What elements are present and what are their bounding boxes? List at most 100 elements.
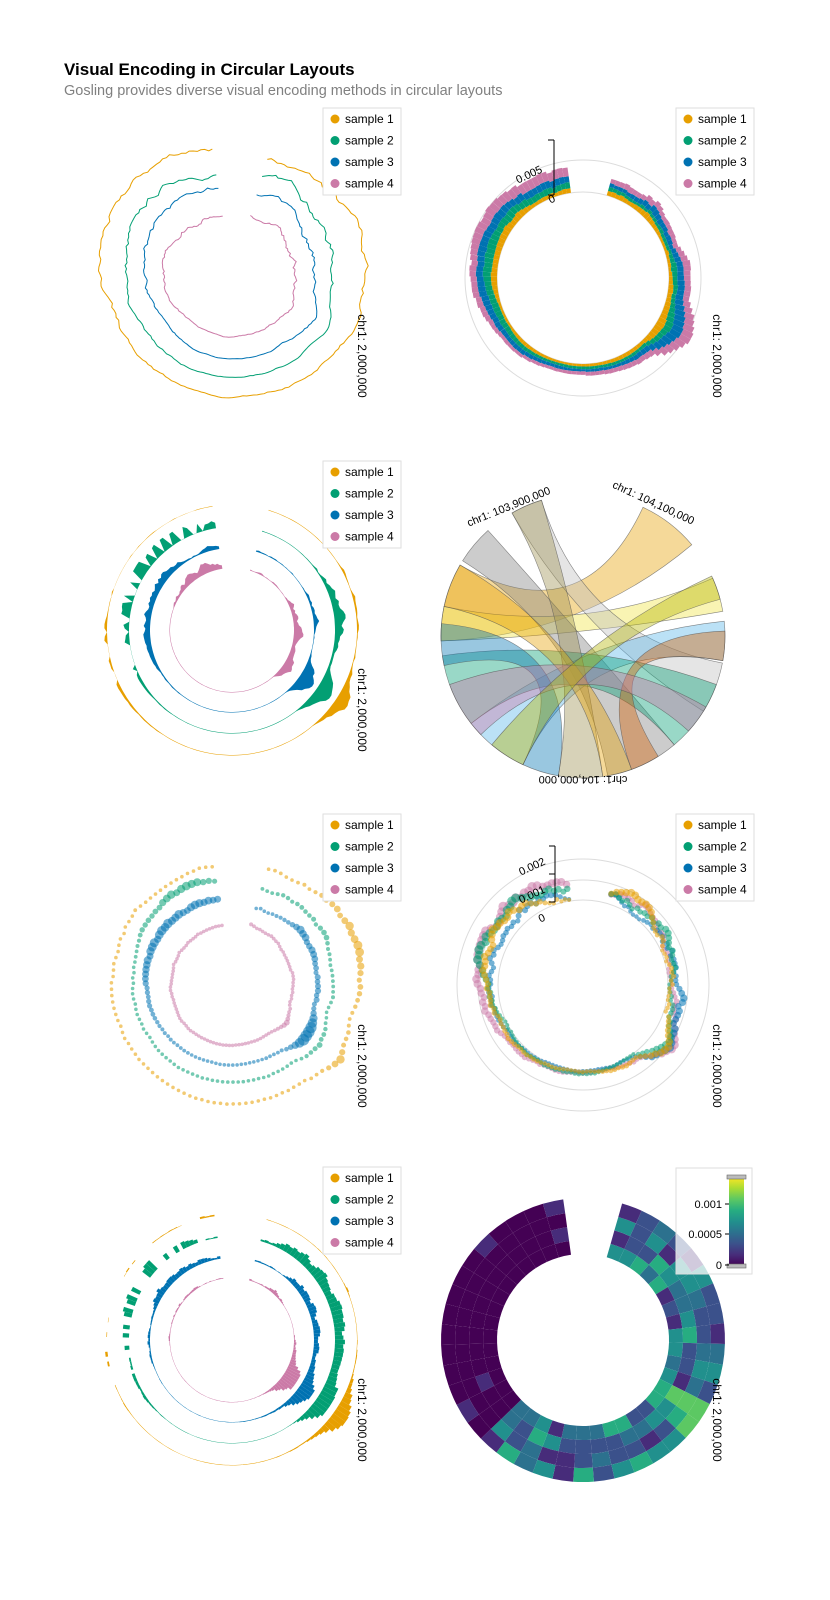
bar [356, 1334, 358, 1340]
bar [256, 1438, 261, 1441]
bar [240, 1442, 245, 1443]
bar [293, 1420, 297, 1424]
bar [302, 1258, 311, 1268]
bar-segment [677, 285, 685, 291]
heatmap-cell [512, 1223, 536, 1245]
point [181, 1068, 185, 1072]
bar-segment [639, 340, 645, 346]
point [111, 968, 116, 972]
bar-segment [652, 217, 658, 223]
bar [242, 1464, 248, 1465]
bar [302, 1412, 310, 1420]
bar [163, 1444, 168, 1448]
point [110, 1000, 115, 1004]
bar-segment [540, 171, 550, 183]
point [671, 973, 677, 979]
bar-segment [476, 250, 486, 257]
heatmap-cell [516, 1256, 536, 1276]
bar-segment [675, 294, 684, 301]
heatmap-cell [667, 1279, 688, 1300]
point [270, 912, 275, 916]
bar [167, 1391, 171, 1395]
bar-segment [633, 204, 640, 211]
point [212, 878, 218, 884]
bar [142, 1394, 148, 1400]
bar-segment [625, 191, 632, 198]
legend-swatch [330, 157, 340, 167]
point [287, 1003, 292, 1007]
bar [302, 1379, 315, 1390]
bar [317, 1428, 325, 1435]
bar-segment [542, 188, 550, 197]
bar [298, 1288, 305, 1295]
bar-segment [493, 289, 499, 295]
bar-segment [470, 242, 480, 251]
point [631, 1052, 636, 1057]
bar-segment [488, 294, 496, 300]
bar [321, 1285, 331, 1294]
bar [136, 1384, 141, 1390]
heatmap-cell [648, 1275, 668, 1295]
bar-segment [681, 328, 694, 340]
bar [269, 1411, 274, 1414]
bar-segment [477, 286, 486, 292]
bar-segment [528, 353, 535, 360]
bar [137, 1422, 142, 1427]
heatmap-cell [665, 1405, 688, 1429]
bar [324, 1255, 328, 1259]
bar-segment [671, 293, 676, 299]
point [628, 1054, 633, 1059]
bar-segment [482, 230, 493, 239]
bar-segment [545, 361, 551, 366]
bar-segment [484, 252, 495, 259]
bar [313, 1336, 319, 1340]
point [197, 1056, 202, 1061]
bar-segment [495, 225, 504, 234]
bar-segment [635, 202, 641, 207]
point [557, 894, 563, 900]
bar-segment [665, 224, 672, 231]
point [168, 1059, 172, 1063]
point [191, 1030, 196, 1035]
bar-segment [665, 245, 670, 251]
bar-segment [635, 357, 643, 365]
point [246, 1041, 251, 1045]
point [133, 1052, 138, 1056]
point [337, 912, 343, 919]
bar [268, 1388, 272, 1392]
bar [275, 1242, 281, 1249]
heatmap-cell [630, 1223, 653, 1245]
bar [190, 1386, 193, 1388]
bar [171, 1355, 173, 1358]
heatmap-cell [602, 1420, 620, 1438]
bar [266, 1287, 270, 1290]
point [282, 953, 287, 957]
point [666, 962, 672, 967]
bar [175, 1366, 178, 1370]
heatmap-cell [687, 1288, 707, 1311]
bar-segment [626, 362, 634, 369]
bar [160, 1381, 163, 1385]
heatmap-cell [505, 1211, 530, 1233]
heatmap-cell [552, 1465, 575, 1482]
point [621, 1058, 626, 1063]
bar-segment [572, 363, 577, 367]
bar-segment [665, 297, 672, 303]
bar [277, 1380, 289, 1390]
bar [242, 1400, 245, 1402]
bar-segment [496, 241, 504, 248]
bar [262, 1460, 267, 1462]
bar [280, 1453, 286, 1456]
heatmap-cell [513, 1451, 538, 1473]
point [146, 1066, 150, 1071]
bar-segment [631, 351, 637, 357]
bar [224, 1442, 229, 1444]
bar-segment [561, 188, 567, 195]
bar [172, 1226, 178, 1230]
position-label: chr1: 2,000,000 [710, 1378, 724, 1462]
bar [296, 1284, 305, 1292]
bar-segment [562, 366, 568, 371]
bar-segment [482, 266, 492, 273]
